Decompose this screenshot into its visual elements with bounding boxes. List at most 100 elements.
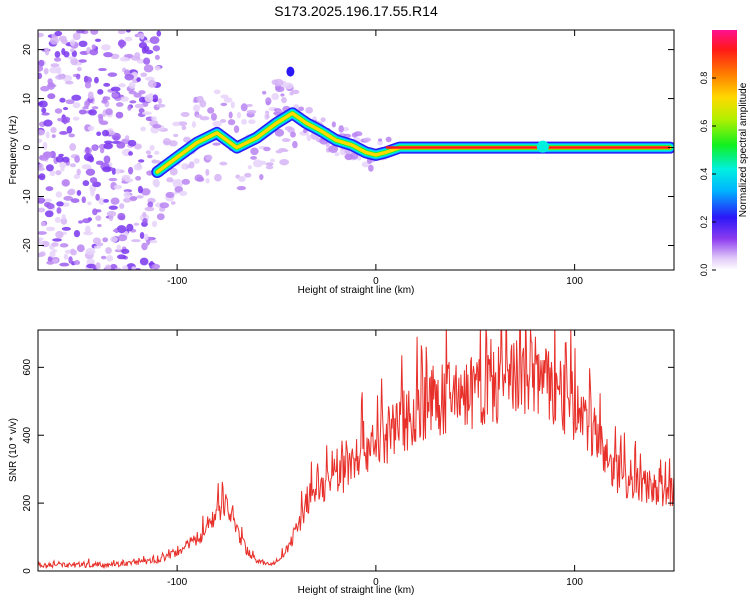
noise-speckle xyxy=(342,127,349,132)
snr-frame xyxy=(37,329,675,572)
noise-speckle xyxy=(100,147,105,154)
noise-speckle xyxy=(138,159,145,163)
noise-speckle xyxy=(38,72,43,80)
noise-speckle xyxy=(61,116,71,122)
noise-speckle xyxy=(246,109,257,114)
noise-speckle xyxy=(47,78,53,85)
noise-speckle xyxy=(228,111,233,119)
noise-speckle xyxy=(101,44,111,51)
noise-speckle xyxy=(207,107,215,114)
noise-speckle xyxy=(40,221,46,227)
noise-speckle xyxy=(78,109,87,115)
noise-speckle xyxy=(248,119,256,125)
noise-speckle xyxy=(45,186,54,192)
noise-speckle xyxy=(85,146,90,154)
noise-speckle xyxy=(67,56,76,60)
noise-speckle xyxy=(49,250,56,258)
noise-speckle xyxy=(149,36,160,45)
noise-speckle xyxy=(260,160,266,165)
noise-speckle xyxy=(84,100,90,108)
noise-speckle xyxy=(312,116,317,121)
noise-speckle xyxy=(151,116,157,121)
noise-speckle xyxy=(133,222,140,226)
noise-speckle xyxy=(43,119,53,127)
noise-speckle xyxy=(85,248,96,256)
noise-speckle xyxy=(65,99,75,105)
noise-speckle xyxy=(110,53,120,60)
noise-speckle xyxy=(85,168,96,176)
noise-speckle xyxy=(166,177,174,183)
noise-speckle xyxy=(320,117,326,123)
noise-speckle xyxy=(156,213,165,221)
noise-speckle xyxy=(73,260,80,266)
noise-speckle xyxy=(298,106,304,112)
spectrogram-x-tick-label-1: 0 xyxy=(373,276,379,287)
noise-speckle xyxy=(78,40,88,48)
noise-speckle xyxy=(41,107,47,114)
spectrogram-frame xyxy=(37,29,675,271)
noise-speckle xyxy=(143,64,154,73)
noise-speckle xyxy=(281,138,291,143)
noise-speckle xyxy=(61,179,70,187)
noise-speckle xyxy=(227,119,236,126)
noise-speckle xyxy=(205,168,210,176)
noise-speckle xyxy=(128,81,136,90)
noise-speckle xyxy=(60,73,66,80)
noise-speckle xyxy=(210,112,217,121)
noise-speckle xyxy=(127,139,137,147)
noise-speckle xyxy=(69,163,77,168)
noise-speckle xyxy=(139,232,145,239)
noise-speckle xyxy=(84,81,92,89)
snr-panel: -100 0 100 0 200 400 600 Height of straight l… xyxy=(8,329,675,596)
noise-speckle xyxy=(100,121,109,125)
noise-speckle xyxy=(103,51,113,58)
noise-speckle xyxy=(56,201,64,207)
noise-speckle xyxy=(42,141,48,150)
noise-speckle xyxy=(115,102,124,107)
noise-speckle xyxy=(52,238,62,242)
noise-speckle xyxy=(38,231,47,235)
snr-x-label: Height of straight line (km) xyxy=(298,585,415,596)
snr-y-ticks: 0 200 400 600 xyxy=(22,359,674,574)
noise-speckle xyxy=(149,239,158,244)
noise-speckle xyxy=(66,126,73,134)
noise-speckle xyxy=(273,78,284,87)
noise-speckle xyxy=(86,258,95,266)
noise-speckle xyxy=(50,63,60,68)
noise-speckle xyxy=(43,198,53,203)
snr-y-tick-label-3: 600 xyxy=(22,359,33,376)
noise-speckle xyxy=(46,84,57,88)
colorbar: 0.0 0.2 0.4 0.6 0.8 Normalized spectral ampl… xyxy=(699,30,749,276)
noise-speckle xyxy=(213,89,221,95)
noise-speckle xyxy=(76,168,81,176)
noise-speckle xyxy=(334,152,340,157)
noise-speckle xyxy=(59,97,66,103)
noise-speckle xyxy=(121,248,130,254)
noise-speckle xyxy=(103,198,109,203)
noise-speckle xyxy=(112,228,119,233)
noise-speckle xyxy=(292,140,298,149)
noise-speckle xyxy=(212,142,221,146)
noise-speckle xyxy=(263,146,271,152)
noise-speckle xyxy=(61,39,68,45)
noise-speckle xyxy=(205,154,213,161)
noise-speckle xyxy=(103,82,111,87)
noise-speckle xyxy=(51,242,59,247)
noise-speckle xyxy=(59,131,68,135)
noise-speckle xyxy=(214,173,222,182)
noise-speckle xyxy=(38,167,46,171)
noise-speckle xyxy=(98,67,107,72)
noise-speckle xyxy=(38,129,45,136)
noise-speckle xyxy=(98,197,105,205)
noise-speckle xyxy=(250,156,257,160)
noise-speckle xyxy=(305,106,314,114)
snr-x-ticks: -100 0 100 xyxy=(167,330,583,588)
noise-speckle xyxy=(108,205,118,210)
noise-speckle xyxy=(220,94,229,99)
noise-speckle xyxy=(54,108,63,114)
noise-speckle xyxy=(85,225,91,234)
noise-speckle xyxy=(95,215,102,221)
noise-speckle xyxy=(106,254,114,262)
noise-speckle xyxy=(118,83,126,88)
noise-speckle xyxy=(63,195,73,201)
